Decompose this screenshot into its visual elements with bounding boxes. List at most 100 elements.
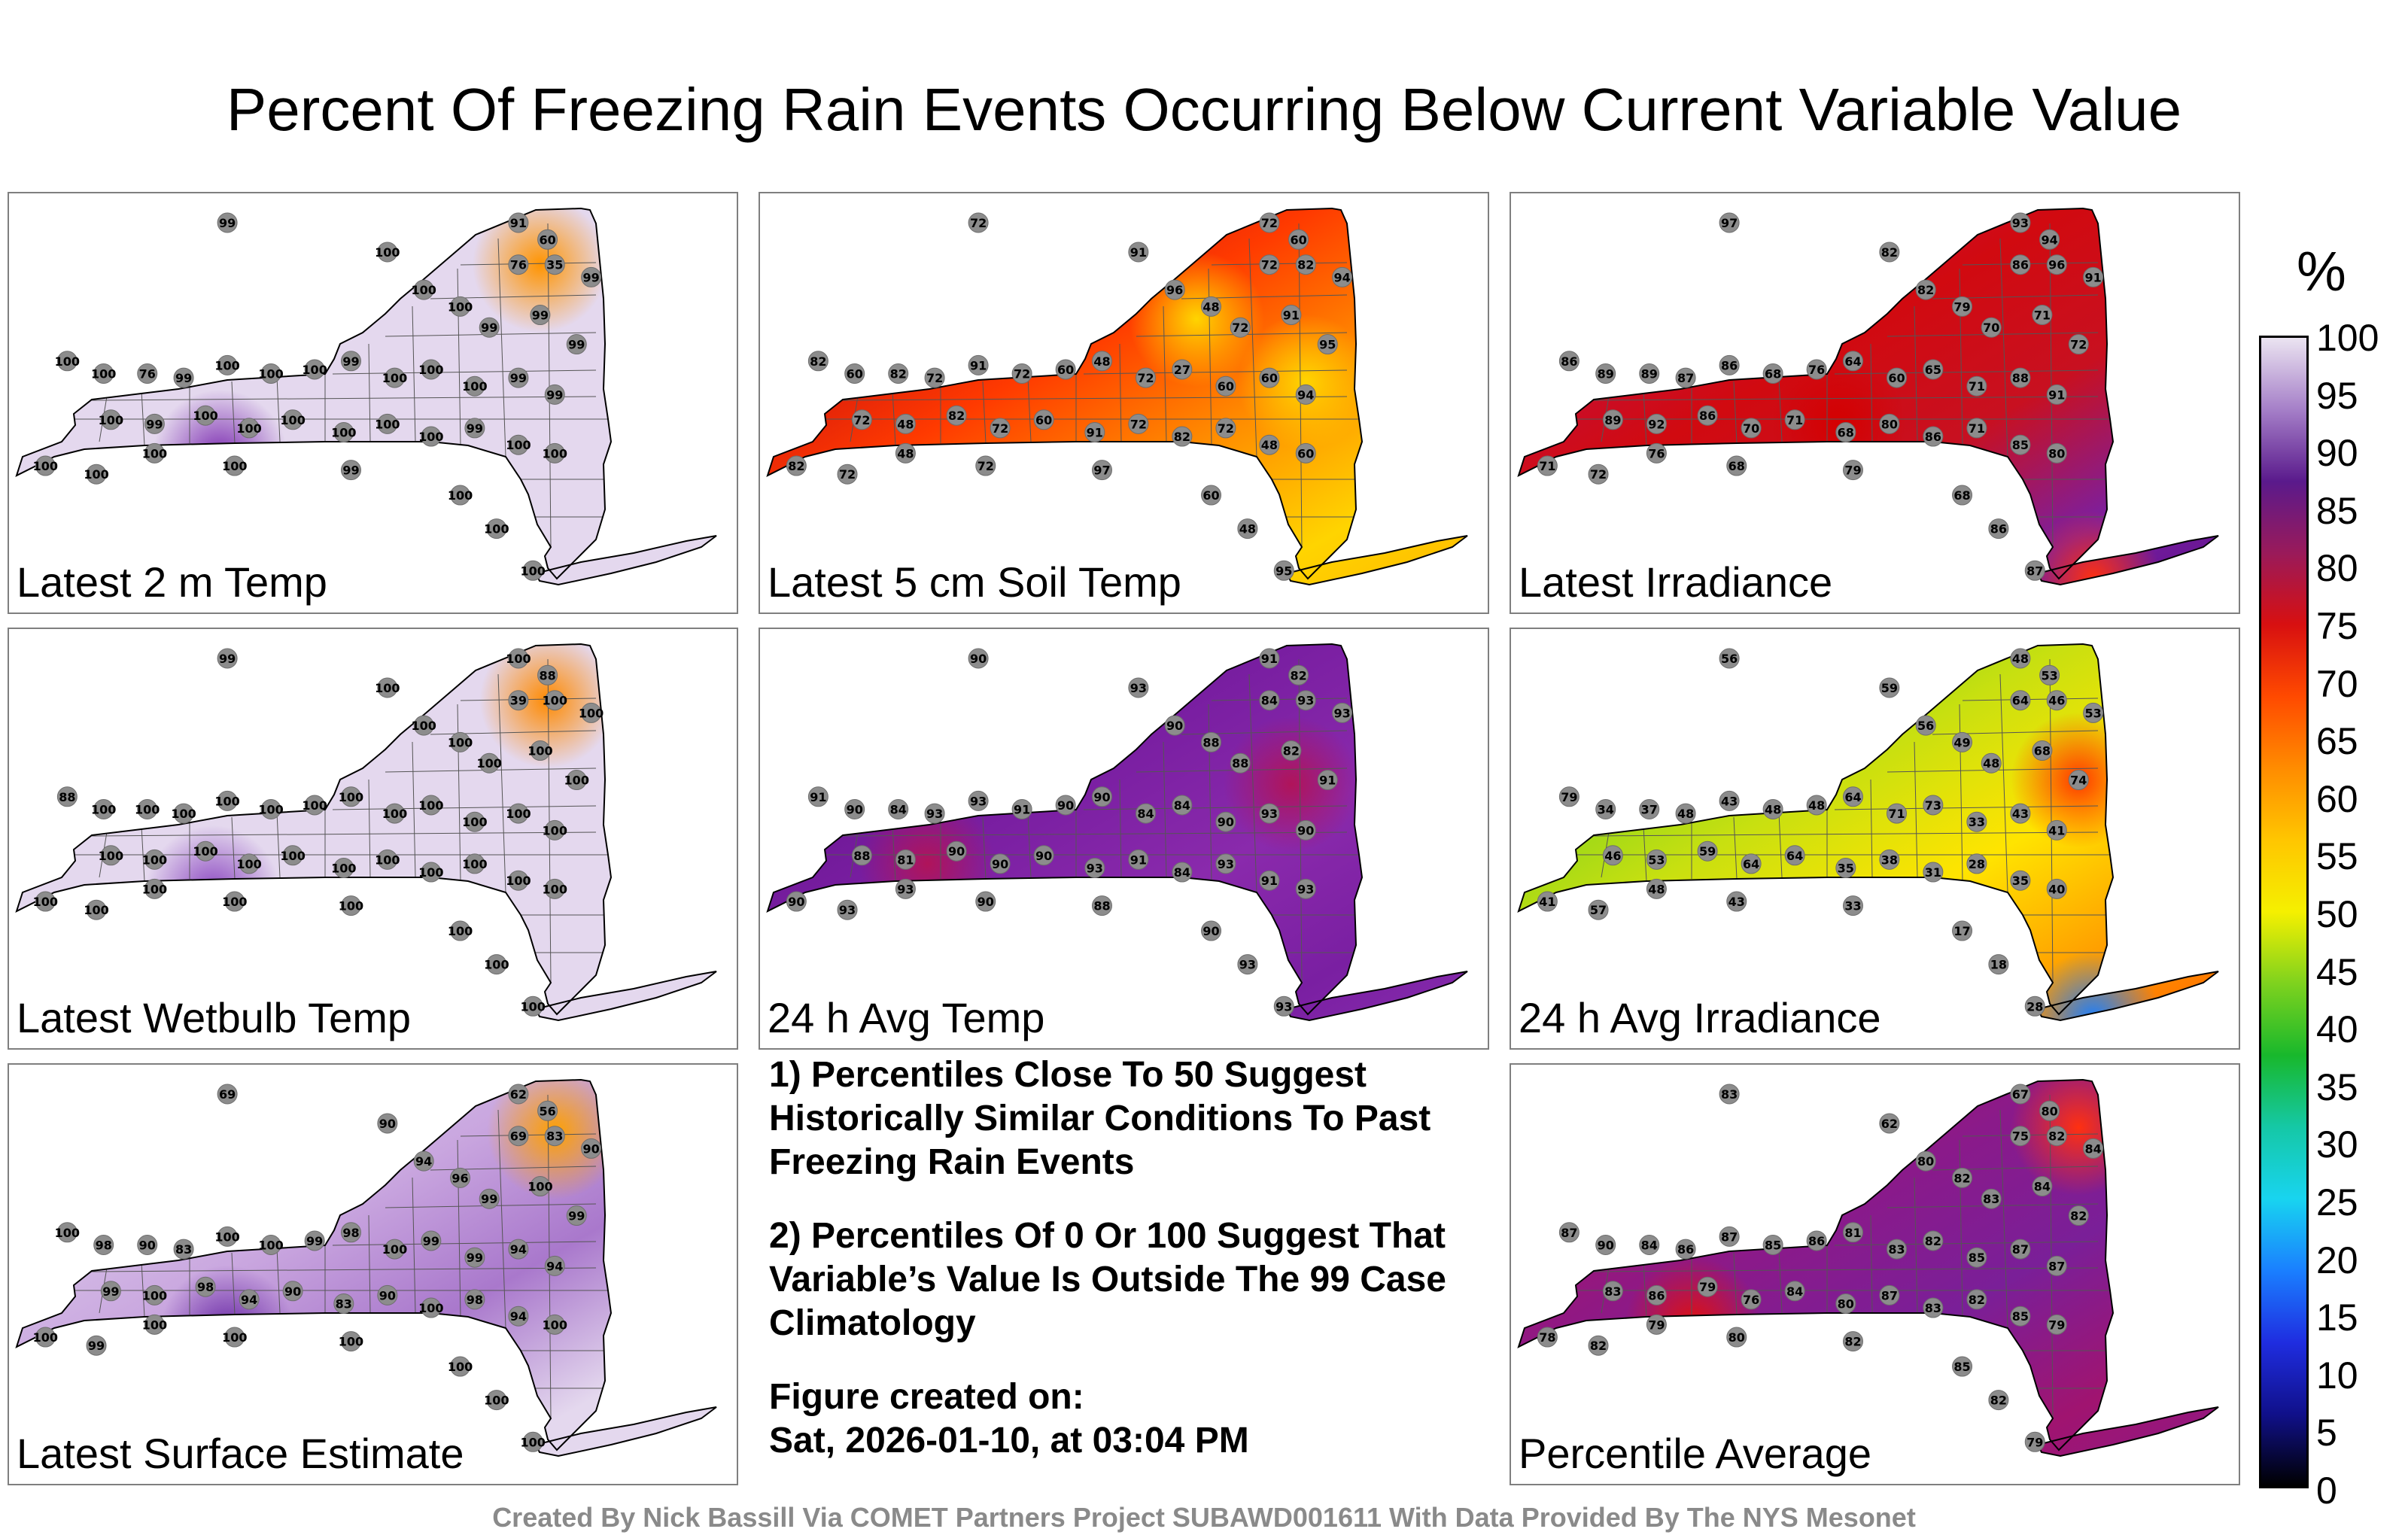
station-marker: [581, 1138, 602, 1159]
station-value: 100: [506, 807, 531, 821]
station-marker: [1646, 878, 1667, 899]
station-value: 82: [890, 367, 907, 381]
station-value: 91: [1087, 425, 1103, 439]
station-marker: [1639, 799, 1660, 820]
station-marker: [450, 1356, 471, 1377]
station-marker: [1966, 1289, 1987, 1310]
county-line: [547, 223, 552, 548]
notes-block: 1) Percentiles Close To 50 Suggest Histo…: [769, 1053, 1446, 1493]
field-hotspot: [152, 389, 288, 525]
station-marker: [1128, 677, 1149, 698]
station-marker: [2032, 305, 2053, 326]
colorbar-tick: 95: [2316, 374, 2358, 417]
station-value: 68: [1838, 425, 1854, 439]
station-value: 87: [1721, 1230, 1738, 1244]
colorbar-tick: 90: [2316, 432, 2358, 475]
colorbar-tick: 40: [2316, 1008, 2358, 1051]
station-value: 46: [1604, 849, 1621, 863]
station-value: 79: [1699, 1280, 1716, 1294]
station-marker: [544, 384, 565, 405]
station-marker: [377, 677, 398, 698]
county-lines: [62, 658, 611, 983]
station-value: 56: [1721, 652, 1738, 666]
station-value: 100: [55, 354, 80, 369]
station-value: 82: [1990, 1394, 2007, 1408]
station-marker: [224, 891, 245, 912]
station-marker: [508, 1239, 529, 1260]
station-marker: [566, 770, 587, 791]
station-value: 90: [948, 844, 965, 859]
station-value: 82: [788, 459, 804, 473]
station-marker: [217, 1084, 238, 1105]
state-outline: [766, 643, 1364, 1016]
station-marker: [1719, 648, 1740, 669]
station-value: 91: [1319, 774, 1336, 788]
station-marker: [1966, 853, 1987, 874]
county-line: [91, 396, 597, 401]
county-line: [1834, 805, 2099, 810]
station-value: 100: [543, 823, 567, 837]
county-line: [91, 1267, 597, 1272]
station-marker: [1966, 375, 1987, 397]
county-line: [1298, 658, 1303, 983]
station-value: 99: [532, 309, 549, 323]
station-marker: [93, 363, 114, 385]
station-value: 96: [2048, 258, 2065, 272]
station-value: 91: [510, 216, 527, 230]
station-marker: [464, 1289, 485, 1310]
station-marker: [1558, 1222, 1579, 1243]
station-marker: [2083, 702, 2104, 723]
station-marker: [508, 803, 529, 824]
station-marker: [195, 405, 216, 426]
station-value: 100: [528, 1180, 552, 1194]
county-line: [1119, 343, 1122, 442]
station-value: 86: [1925, 430, 1941, 444]
station-value: 82: [1969, 1293, 1985, 1307]
station-value: 90: [284, 1284, 301, 1299]
station-value: 82: [1925, 1234, 1941, 1248]
station-value: 83: [1925, 1301, 1941, 1315]
station-value: 99: [568, 338, 585, 352]
station-marker: [1033, 409, 1054, 430]
station-value: 98: [197, 1280, 214, 1294]
station-marker: [479, 1188, 500, 1209]
station-value: 72: [1137, 371, 1154, 385]
station-marker: [217, 648, 238, 669]
station-value: 39: [510, 694, 527, 708]
station-value: 64: [2012, 694, 2029, 708]
station-marker: [1842, 895, 1863, 916]
station-marker: [1091, 460, 1112, 481]
station-marker: [566, 1205, 587, 1226]
station-value: 72: [970, 216, 987, 230]
station-marker: [413, 715, 434, 736]
county-line: [2049, 223, 2054, 548]
station-value: 93: [1261, 807, 1278, 821]
station-marker: [86, 899, 107, 920]
station-marker: [1295, 878, 1316, 899]
station-value: 60: [1888, 371, 1905, 385]
station-value: 100: [418, 363, 443, 377]
station-value: 70: [1983, 321, 1999, 335]
station-value: 62: [510, 1087, 527, 1102]
panel-latest-irradiance: 97 93 94 86 96 91 82 82 79 70 71 72 86 89 89 87 86 68 76 64…: [1510, 192, 2240, 614]
station-marker: [1762, 799, 1783, 820]
state-fill: [17, 644, 716, 1020]
station-value: 98: [467, 1293, 483, 1307]
station-value: 60: [1297, 446, 1314, 460]
station-marker: [340, 460, 361, 481]
station-marker: [1741, 853, 1762, 874]
county-line: [1298, 223, 1303, 548]
station-marker: [1887, 367, 1908, 388]
station-value: 60: [539, 233, 555, 247]
station-marker: [1281, 740, 1302, 761]
station-marker: [2068, 334, 2089, 355]
station-value: 100: [543, 882, 567, 896]
station-marker: [340, 1222, 361, 1243]
panel-label: 24 h Avg Irradiance: [1519, 994, 1881, 1041]
station-value: 93: [1297, 694, 1314, 708]
station-value: 100: [521, 564, 546, 578]
station-marker: [1842, 1331, 1863, 1352]
county-line: [1733, 1252, 1738, 1315]
station-value: 83: [546, 1129, 563, 1144]
station-marker: [1675, 803, 1696, 824]
